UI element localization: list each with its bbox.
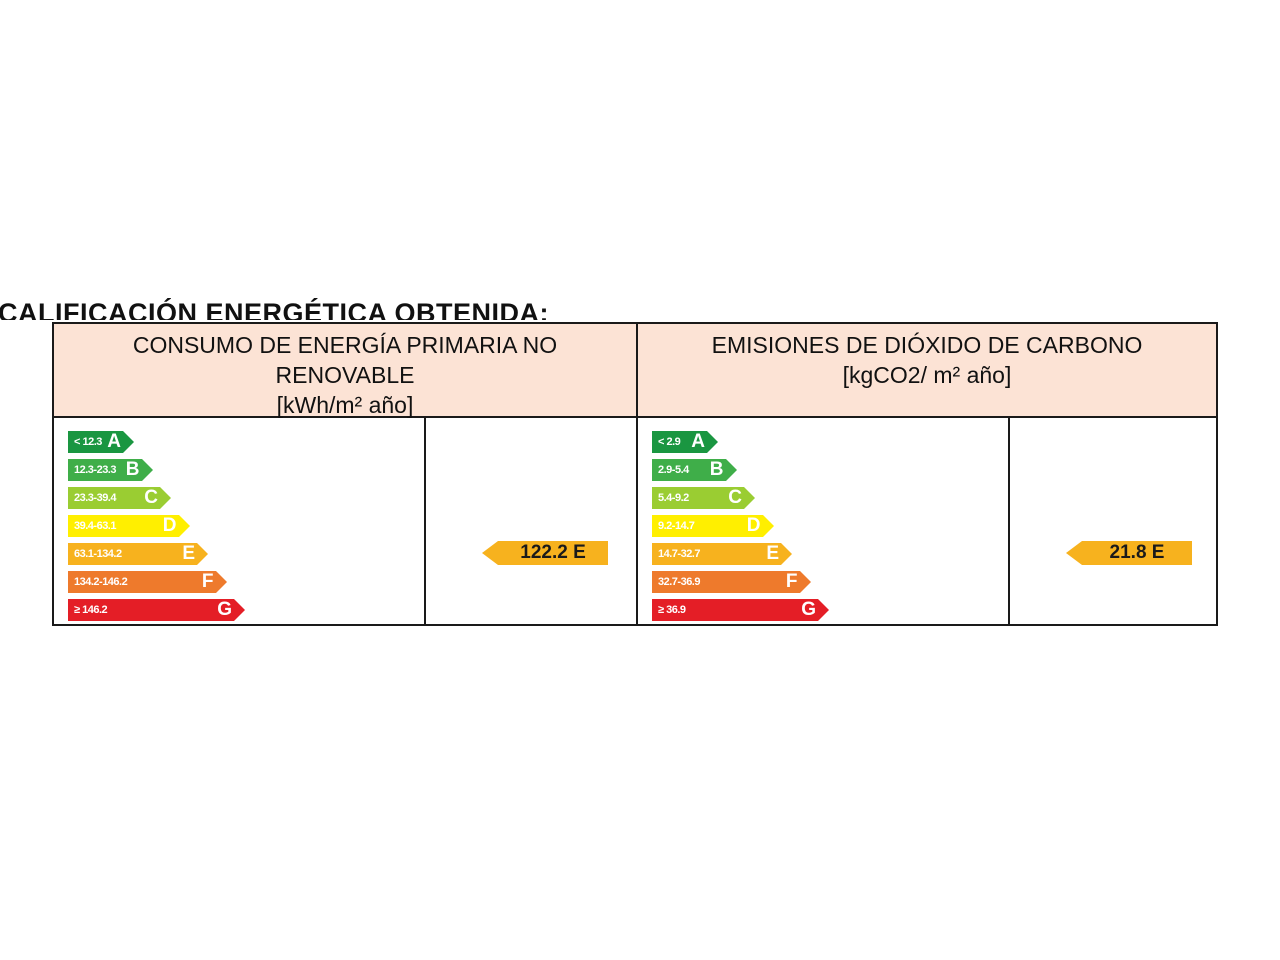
scale-bar-arrow-icon: [160, 487, 171, 509]
scale-bar-range: ≥ 146.2: [74, 604, 108, 616]
scale-bar-letter: G: [801, 599, 816, 620]
scale-bar-arrow-icon: [215, 571, 227, 593]
scale-bar-range: < 2.9: [658, 436, 681, 448]
scale-bar-arrow-icon: [234, 599, 245, 621]
scale-bar-arrow-icon: [799, 571, 811, 593]
scale-bar-arrow-icon: [762, 515, 774, 537]
energy-consumption-value-cell: 122.2 E: [426, 418, 638, 624]
scale-bar-c: 23.3-39.4 C: [68, 487, 171, 509]
scale-bar-body: 134.2-146.2 F: [68, 571, 216, 593]
scale-bar-arrow-icon: [725, 459, 737, 481]
scale-bar-e: 14.7-32.7 E: [652, 543, 792, 565]
scale-bar-letter: B: [709, 459, 724, 480]
scale-bar-range: 9.2-14.7: [658, 520, 695, 532]
scale-bar-letter: C: [144, 487, 158, 508]
scale-bar-body: 39.4-63.1 D: [68, 515, 179, 537]
energy-consumption-unit: [kWh/m² año]: [276, 392, 414, 418]
scale-bar-body: 63.1-134.2 E: [68, 543, 197, 565]
scale-bar-letter: F: [201, 571, 214, 592]
indicator-arrow-icon: [1066, 541, 1082, 565]
energy-consumption-rating-label: 122.2 E: [498, 541, 608, 565]
scale-bar-g: ≥ 146.2 G: [68, 599, 245, 621]
scale-bar-arrow-icon: [707, 431, 718, 453]
section-heading-text: CALIFICACIÓN ENERGÉTICA OBTENIDA:: [0, 298, 549, 320]
scale-bar-arrow-icon: [141, 459, 153, 481]
scale-bar-range: 39.4-63.1: [74, 520, 116, 532]
scale-bar-c: 5.4-9.2 C: [652, 487, 755, 509]
scale-bar-letter: D: [746, 515, 761, 536]
scale-bar-arrow-icon: [744, 487, 755, 509]
scale-bar-body: 9.2-14.7 D: [652, 515, 763, 537]
scale-bar-letter: D: [162, 515, 177, 536]
scale-bar-range: 134.2-146.2: [74, 576, 128, 588]
indicator-arrow-icon: [482, 541, 498, 565]
scale-bar-range: 14.7-32.7: [658, 548, 700, 560]
co2-emissions-scale: < 2.9 A 2.9-5.4 B 5.4-9.2 C 9.2-14.7 D 14.7-32.7…: [638, 418, 1010, 624]
co2-emissions-indicator: 21.8 E: [1066, 541, 1192, 565]
scale-bar-body: 12.3-23.3 B: [68, 459, 142, 481]
scale-bar-arrow-icon: [178, 515, 190, 537]
scale-bar-body: ≥ 36.9 G: [652, 599, 818, 621]
scale-bar-letter: G: [217, 599, 232, 620]
co2-emissions-value-cell: 21.8 E: [1010, 418, 1216, 624]
scale-bar-letter: A: [107, 431, 121, 452]
scale-bar-f: 134.2-146.2 F: [68, 571, 227, 593]
scale-bar-b: 12.3-23.3 B: [68, 459, 153, 481]
scale-bar-body: 14.7-32.7 E: [652, 543, 781, 565]
scale-bar-arrow-icon: [123, 431, 134, 453]
scale-bar-letter: F: [785, 571, 798, 592]
section-heading: CALIFICACIÓN ENERGÉTICA OBTENIDA:: [0, 290, 700, 320]
scale-bar-d: 39.4-63.1 D: [68, 515, 190, 537]
scale-bar-arrow-icon: [197, 543, 208, 565]
scale-bar-body: 5.4-9.2 C: [652, 487, 744, 509]
scale-bar-body: 2.9-5.4 B: [652, 459, 726, 481]
scale-bar-letter: C: [728, 487, 742, 508]
scale-bar-d: 9.2-14.7 D: [652, 515, 774, 537]
scale-bar-g: ≥ 36.9 G: [652, 599, 829, 621]
scale-bar-range: 63.1-134.2: [74, 548, 122, 560]
scale-bar-range: < 12.3: [74, 436, 102, 448]
scale-bar-letter: A: [691, 431, 705, 452]
co2-emissions-unit: [kgCO2/ m² año]: [842, 362, 1012, 388]
energy-consumption-title: CONSUMO DE ENERGÍA PRIMARIA NO RENOVABLE: [132, 332, 558, 388]
energy-rating-table: CONSUMO DE ENERGÍA PRIMARIA NO RENOVABLE…: [52, 322, 1218, 626]
energy-consumption-header: CONSUMO DE ENERGÍA PRIMARIA NO RENOVABLE…: [54, 324, 638, 418]
scale-bar-body: < 12.3 A: [68, 431, 123, 453]
scale-bar-range: 23.3-39.4: [74, 492, 116, 504]
scale-bar-letter: E: [766, 543, 779, 564]
energy-consumption-indicator: 122.2 E: [482, 541, 608, 565]
energy-consumption-scale: < 12.3 A 12.3-23.3 B 23.3-39.4 C 39.4-63.1 D 63.…: [54, 418, 426, 624]
scale-bar-letter: B: [125, 459, 140, 480]
scale-bar-letter: E: [182, 543, 195, 564]
scale-bar-body: 32.7-36.9 F: [652, 571, 800, 593]
scale-bar-arrow-icon: [818, 599, 829, 621]
scale-bar-range: ≥ 36.9: [658, 604, 686, 616]
scale-bar-range: 12.3-23.3: [74, 464, 116, 476]
scale-bar-body: ≥ 146.2 G: [68, 599, 234, 621]
scale-bar-range: 5.4-9.2: [658, 492, 689, 504]
scale-bar-a: < 12.3 A: [68, 431, 134, 453]
scale-bar-f: 32.7-36.9 F: [652, 571, 811, 593]
scale-bar-arrow-icon: [781, 543, 792, 565]
co2-emissions-header: EMISIONES DE DIÓXIDO DE CARBONO [kgCO2/ …: [638, 324, 1216, 418]
co2-emissions-rating-label: 21.8 E: [1082, 541, 1192, 565]
co2-emissions-title: EMISIONES DE DIÓXIDO DE CARBONO: [711, 332, 1143, 358]
scale-bar-body: 23.3-39.4 C: [68, 487, 160, 509]
scale-bar-a: < 2.9 A: [652, 431, 718, 453]
scale-bar-b: 2.9-5.4 B: [652, 459, 737, 481]
scale-bar-range: 32.7-36.9: [658, 576, 700, 588]
scale-bar-body: < 2.9 A: [652, 431, 707, 453]
scale-bar-e: 63.1-134.2 E: [68, 543, 208, 565]
scale-bar-range: 2.9-5.4: [658, 464, 689, 476]
